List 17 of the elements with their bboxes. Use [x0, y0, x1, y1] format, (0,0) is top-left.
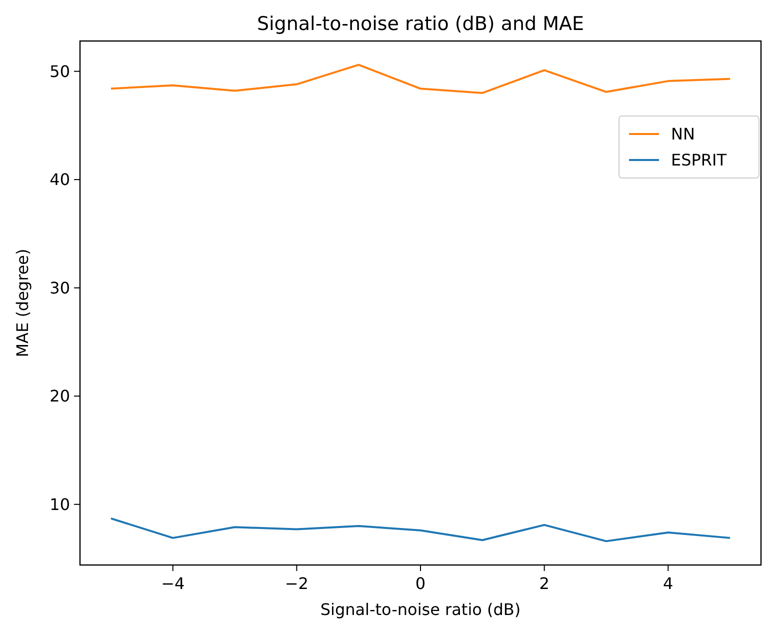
y-tick-label: 40: [50, 170, 70, 190]
line-series: [110, 517, 732, 542]
x-tick-label: 4: [663, 574, 674, 593]
y-tick-label: 20: [50, 386, 70, 406]
y-tick-label: 50: [50, 62, 70, 81]
x-tick-label: −2: [284, 574, 308, 593]
y-tick-label: 30: [50, 278, 70, 298]
chart-title: Signal-to-noise ratio (dB) and MAE: [256, 13, 584, 35]
y-tick-label: 10: [50, 494, 70, 514]
y-axis-title: MAE (degree): [13, 248, 32, 358]
x-tick-label: −4: [161, 574, 185, 593]
x-tick-label: 2: [539, 574, 550, 593]
line-series: [110, 64, 732, 94]
x-axis-title: Signal-to-noise ratio (dB): [320, 600, 521, 619]
x-tick-label: 0: [415, 574, 426, 593]
legend-label: ESPRIT: [671, 150, 727, 170]
legend-label: NN: [671, 124, 695, 144]
